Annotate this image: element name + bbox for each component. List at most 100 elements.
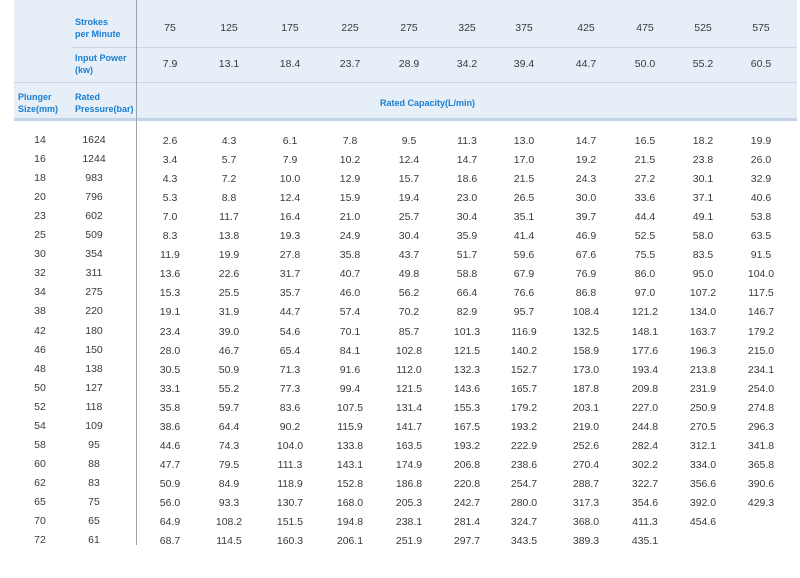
- capacity-cell: 163.5: [395, 439, 423, 452]
- capacity-cell: 193.2: [510, 420, 538, 433]
- capacity-cell: 5.3: [162, 192, 178, 205]
- strokes-value: 275: [400, 22, 418, 34]
- capacity-cell: 10.0: [279, 173, 301, 186]
- plunger-size-cell: 23: [34, 210, 46, 223]
- capacity-cell: 19.4: [398, 192, 420, 205]
- rated-pressure-cell: 75: [88, 495, 100, 508]
- capacity-cell: 41.4: [513, 230, 535, 243]
- capacity-cell: 148.1: [631, 325, 659, 338]
- capacity-cell: 53.8: [750, 211, 772, 224]
- capacity-cell: 19.9: [750, 135, 772, 147]
- capacity-cell: 17.0: [513, 154, 535, 167]
- capacity-cell: 205.3: [395, 496, 423, 509]
- capacity-cell: 46.0: [339, 287, 361, 300]
- capacity-cell: 5.7: [221, 154, 237, 167]
- capacity-cell: 35.9: [456, 230, 478, 243]
- capacity-cell: 40.7: [339, 268, 361, 281]
- capacity-cell: 90.2: [279, 420, 301, 433]
- rated-pressure-cell: 796: [85, 191, 103, 204]
- capacity-cell: 91.5: [750, 249, 772, 262]
- capacity-cell: 35.7: [279, 287, 301, 300]
- capacity-cell: 13.6: [159, 268, 181, 281]
- rated-pressure-cell: 275: [85, 286, 103, 299]
- capacity-cell: 19.9: [218, 249, 240, 262]
- capacity-cell: 28.0: [159, 344, 181, 357]
- capacity-cell: 46.9: [575, 230, 597, 243]
- capacity-cell: 165.7: [510, 382, 538, 395]
- capacity-cell: 108.4: [572, 306, 600, 319]
- capacity-cell: 8.8: [221, 192, 237, 205]
- capacity-cell: 11.7: [219, 211, 239, 224]
- capacity-cell: 112.0: [396, 363, 422, 376]
- capacity-cell: 155.3: [453, 401, 481, 414]
- capacity-cell: 220.8: [453, 477, 481, 490]
- capacity-cell: 37.1: [692, 192, 714, 205]
- capacity-cell: 40.6: [750, 192, 772, 205]
- capacity-cell: 389.3: [572, 535, 600, 548]
- capacity-cell: 18.6: [456, 173, 478, 186]
- rated-pressure-cell: 127: [85, 381, 103, 394]
- capacity-cell: 115.9: [337, 420, 363, 433]
- rated-pressure-label: Rated Pressure(bar): [75, 92, 134, 114]
- capacity-cell: 35.1: [513, 211, 535, 224]
- capacity-cell: 22.6: [218, 268, 240, 281]
- plunger-size-cell: 48: [34, 362, 46, 375]
- capacity-cell: 454.6: [689, 516, 717, 528]
- plunger-size-cell: 70: [34, 515, 46, 527]
- capacity-cell: 68.7: [159, 535, 181, 548]
- rated-pressure-cell: 118: [85, 400, 103, 413]
- rated-pressure-cell: 1244: [82, 153, 106, 166]
- plunger-size-cell: 16: [34, 153, 46, 166]
- rated-pressure-cell: 65: [88, 515, 100, 527]
- capacity-cell: 177.6: [631, 344, 659, 357]
- capacity-cell: 219.0: [572, 420, 600, 433]
- capacity-cell: 6.1: [282, 135, 298, 147]
- capacity-cell: 252.6: [572, 439, 600, 452]
- capacity-cell: 76.6: [513, 287, 535, 300]
- capacity-cell: 71.3: [279, 363, 301, 376]
- capacity-cell: 343.5: [510, 535, 538, 548]
- rated-pressure-cell: 1624: [82, 134, 106, 146]
- capacity-cell: 270.5: [689, 420, 717, 433]
- capacity-cell: 13.0: [513, 135, 535, 147]
- capacity-cell: 38.6: [159, 420, 181, 433]
- plunger-size-cell: 62: [34, 476, 46, 489]
- plunger-size-cell: 30: [34, 248, 46, 261]
- capacity-cell: 70.2: [398, 306, 420, 319]
- capacity-cell: 12.9: [339, 173, 361, 186]
- capacity-cell: 132.3: [453, 363, 481, 376]
- capacity-cell: 341.8: [747, 439, 775, 452]
- capacity-cell: 158.9: [572, 344, 600, 357]
- header-bottom-rule: [14, 118, 797, 121]
- capacity-cell: 91.6: [339, 363, 361, 376]
- capacity-cell: 140.2: [510, 344, 538, 357]
- input-power-value: 39.4: [513, 58, 535, 70]
- capacity-cell: 59.6: [513, 249, 535, 262]
- capacity-cell: 84.9: [218, 477, 240, 490]
- capacity-cell: 23.4: [159, 325, 181, 338]
- input-power-value: 18.4: [279, 58, 301, 70]
- plunger-size-cell: 72: [34, 534, 46, 547]
- capacity-cell: 281.4: [453, 516, 481, 528]
- capacity-cell: 50.9: [218, 363, 240, 376]
- capacity-cell: 179.2: [747, 325, 775, 338]
- capacity-cell: 193.4: [631, 363, 659, 376]
- capacity-cell: 302.2: [631, 458, 659, 471]
- capacity-cell: 282.4: [631, 439, 659, 452]
- capacity-cell: 143.1: [336, 458, 364, 471]
- capacity-cell: 104.0: [747, 268, 775, 281]
- capacity-cell: 152.7: [510, 363, 538, 376]
- capacity-cell: 12.4: [398, 154, 420, 167]
- capacity-cell: 64.4: [218, 420, 240, 433]
- capacity-cell: 58.0: [692, 230, 714, 243]
- capacity-cell: 134.0: [689, 306, 717, 319]
- capacity-cell: 56.2: [398, 287, 420, 300]
- capacity-cell: 324.7: [510, 516, 538, 528]
- capacity-cell: 213.8: [689, 363, 717, 376]
- plunger-size-cell: 20: [34, 191, 46, 204]
- capacity-cell: 107.2: [689, 287, 717, 300]
- plunger-size-cell: 52: [34, 400, 46, 413]
- capacity-cell: 12.4: [279, 192, 301, 205]
- capacity-cell: 411.3: [632, 516, 658, 528]
